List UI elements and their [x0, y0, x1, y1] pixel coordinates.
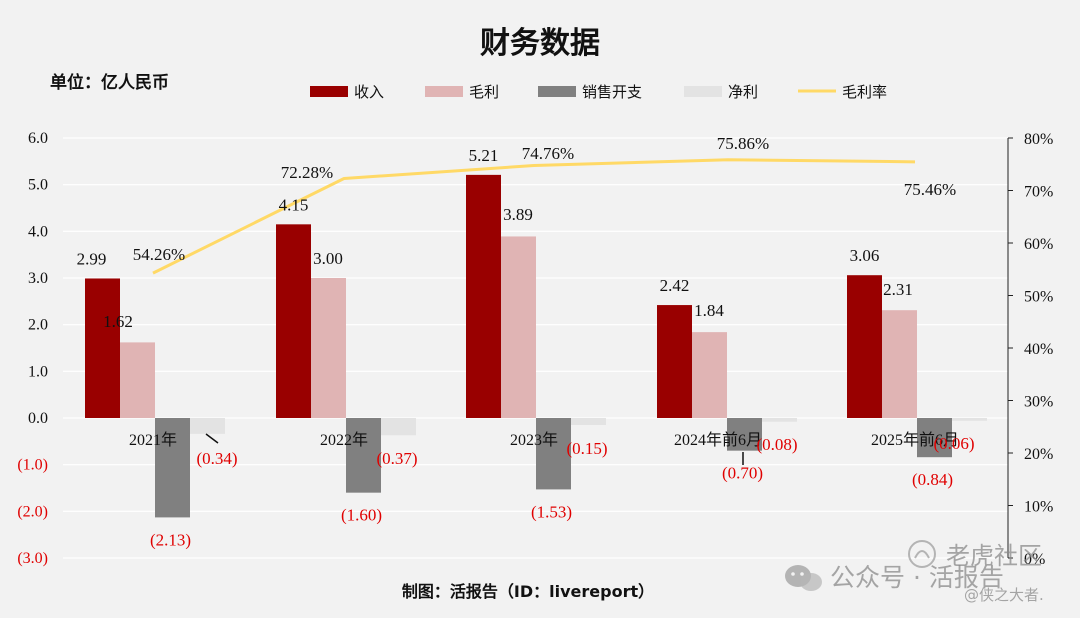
bar-selling-expense: [727, 418, 762, 451]
legend-swatch-gross-profit: [425, 86, 463, 97]
y-left-tick-label: 2.0: [28, 317, 48, 334]
legend: 收入 毛利 销售开支 净利 毛利率: [310, 83, 887, 101]
leader-line: [205, 433, 219, 444]
y-left-tick-label: 5.0: [28, 177, 48, 194]
y-left-tick-label: (1.0): [17, 457, 48, 474]
selling-expense-value-label: (0.84): [912, 470, 953, 489]
y-left-tick-label: (2.0): [17, 503, 48, 520]
net-profit-value-label: (0.34): [196, 449, 237, 468]
bar-gross-profit: [692, 332, 727, 418]
legend-label: 销售开支: [582, 83, 642, 101]
category-label: 2021年: [129, 431, 177, 449]
bar-net-profit: [762, 418, 797, 422]
bar-revenue: [466, 174, 501, 418]
y-right-tick-label: 0%: [1024, 551, 1045, 568]
selling-expense-value-label: (1.60): [341, 506, 382, 525]
bar-net-profit: [571, 418, 606, 425]
y-left-tick-label: 4.0: [28, 223, 48, 240]
y-right-tick-label: 20%: [1024, 446, 1053, 463]
bar-selling-expense: [155, 418, 190, 518]
y-left-tick-label: 3.0: [28, 270, 48, 287]
bar-revenue: [847, 275, 882, 418]
selling-expense-value-label: (2.13): [150, 530, 191, 549]
y-right-tick-label: 10%: [1024, 499, 1053, 516]
data-labels: 2021年 2022年 2023年 2024年前6月 2025年前6月 2.99 4.15 5…: [77, 134, 975, 549]
unit-label: 单位：亿人民币: [50, 72, 169, 93]
selling-expense-value-label: (0.70): [722, 464, 763, 483]
y-right-tick-label: 60%: [1024, 236, 1053, 253]
watermark-text: 公众号 · 活报告: [830, 563, 1004, 592]
net-profit-value-label: (0.06): [933, 434, 974, 453]
legend-label: 毛利率: [842, 83, 887, 101]
y-right-tick-label: 40%: [1024, 341, 1053, 358]
revenue-value-label: 2.42: [660, 276, 690, 295]
bar-gross-profit: [311, 278, 346, 418]
revenue-value-label: 2.99: [77, 249, 107, 268]
bar-net-profit: [381, 418, 416, 436]
y-left-tick-label: (3.0): [17, 550, 48, 567]
bar-revenue: [85, 278, 120, 418]
bar-gross-profit: [882, 310, 917, 418]
net-profit-value-label: (0.37): [376, 449, 417, 468]
net-profit-value-label: (0.08): [756, 435, 797, 454]
bars: [85, 174, 987, 518]
bar-selling-expense: [536, 418, 571, 490]
gross-profit-value-label: 1.84: [694, 301, 724, 320]
revenue-value-label: 3.06: [850, 246, 880, 265]
y-left-tick-label: 0.0: [28, 410, 48, 427]
legend-swatch-revenue: [310, 86, 348, 97]
bar-net-profit: [952, 418, 987, 421]
y-right-tick-label: 30%: [1024, 394, 1053, 411]
legend-swatch-net-profit: [684, 86, 722, 97]
category-label: 2022年: [320, 431, 368, 449]
bar-revenue: [276, 224, 311, 418]
gross-profit-value-label: 3.00: [313, 249, 343, 268]
legend-label: 收入: [354, 83, 384, 101]
legend-swatch-selling-expense: [538, 86, 576, 97]
selling-expense-value-label: (1.53): [531, 502, 572, 521]
y-left-tick-label: 1.0: [28, 363, 48, 380]
chart-title: 财务数据: [480, 26, 600, 61]
bar-gross-profit: [120, 342, 155, 418]
bar-selling-expense: [917, 418, 952, 458]
bar-revenue: [657, 305, 692, 418]
gross-margin-value-label: 72.28%: [281, 163, 333, 182]
gross-profit-value-label: 2.31: [883, 280, 913, 299]
gross-profit-value-label: 3.89: [503, 205, 533, 224]
y-right-tick-label: 70%: [1024, 184, 1053, 201]
bar-gross-profit: [501, 236, 536, 418]
bar-net-profit: [190, 418, 225, 434]
legend-label: 毛利: [469, 83, 499, 101]
category-label: 2025年前6月: [871, 431, 959, 449]
tiger-icon: [908, 540, 936, 568]
legend-label: 净利: [728, 83, 758, 101]
axes: 6.0 5.0 4.0 3.0 2.0 1.0 0.0 (1.0) (2.0) (3.0) 80% 7…: [17, 130, 1053, 568]
y-right-tick-label: 50%: [1024, 289, 1053, 306]
margin-line-layer: [152, 158, 916, 275]
gross-margin-value-label: 75.46%: [904, 180, 956, 199]
y-right-tick-label: 80%: [1024, 131, 1053, 148]
revenue-value-label: 4.15: [279, 195, 309, 214]
category-label: 2023年: [510, 431, 558, 449]
gross-margin-value-label: 74.76%: [522, 144, 574, 163]
net-profit-value-label: (0.15): [566, 439, 607, 458]
y-left-tick-label: 6.0: [28, 130, 48, 147]
gross-margin-value-label: 54.26%: [133, 245, 185, 264]
source-caption: 制图：活报告（ID：livereport）: [402, 582, 654, 601]
wechat-icon: [785, 565, 822, 591]
bar-selling-expense: [346, 418, 381, 493]
watermark-handle: @侠之大者.: [964, 586, 1044, 604]
gross-margin-value-label: 75.86%: [717, 134, 769, 153]
watermark: 公众号 · 活报告 老虎社区 @侠之大者.: [785, 540, 1044, 604]
gross-profit-value-label: 1.62: [103, 312, 133, 331]
watermark-community-text: 老虎社区: [946, 542, 1042, 570]
category-label: 2024年前6月: [674, 431, 762, 449]
revenue-value-label: 5.21: [469, 146, 499, 165]
